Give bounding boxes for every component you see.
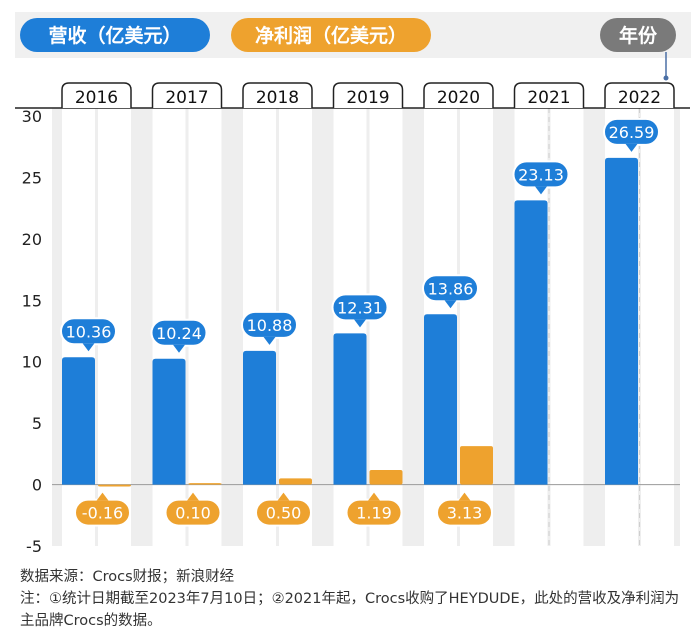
revenue-bar — [62, 357, 95, 485]
data-label: 12.31 — [337, 298, 383, 317]
y-tick-label: 0 — [32, 476, 42, 495]
value-callout: 1.19 — [345, 492, 403, 527]
year-tab — [423, 82, 494, 108]
legend-year-badge: 年份 — [600, 18, 676, 52]
data-label: 13.86 — [428, 279, 474, 298]
data-label: 0.10 — [175, 504, 211, 523]
year-tab — [332, 82, 404, 108]
x-tick-label: 2017 — [165, 88, 208, 108]
value-callout: 26.59 — [603, 117, 660, 152]
x-tick-label: 2020 — [437, 88, 480, 108]
legend-label: 年份 — [619, 24, 658, 47]
revenue-bar — [424, 314, 457, 485]
revenue-bar — [243, 350, 276, 485]
y-tick-label: 5 — [32, 414, 42, 433]
year-tab — [604, 82, 675, 108]
value-callout: -0.16 — [74, 492, 131, 527]
value-callout: 12.31 — [331, 293, 389, 328]
data-label: 3.13 — [447, 504, 483, 523]
crocs-revenue-profit-chart: 2016 2017 2018 2019 2020 2021 2022 30 25 20 15 10 5… — [15, 12, 691, 556]
y-tick-label: 25 — [22, 168, 42, 187]
legend: 营收（亿美元） 净利润（亿美元） 年份 — [15, 12, 691, 81]
y-tick-label: 15 — [22, 291, 42, 310]
legend-profit: 净利润（亿美元） — [231, 18, 431, 52]
revenue-bar — [152, 358, 186, 485]
profit-bar — [369, 469, 403, 485]
data-label: 10.24 — [156, 324, 202, 343]
data-label: 0.50 — [266, 504, 302, 523]
data-label: -0.16 — [82, 504, 123, 523]
notes: 数据来源：Crocs财报；新浪财经 注：①统计日期截至2023年7月10日；②2… — [20, 566, 690, 632]
data-label: 10.88 — [247, 316, 293, 335]
revenue-bar — [605, 157, 638, 485]
year-label-row: 2016 2017 2018 2019 2020 2021 2022 — [15, 82, 690, 109]
y-axis: 30 25 20 15 10 5 0 -5 — [22, 107, 42, 556]
value-callout: 10.36 — [60, 317, 117, 352]
revenue-bar — [333, 333, 367, 485]
value-callout: 23.13 — [512, 160, 570, 195]
data-label: 10.36 — [66, 322, 112, 341]
legend-label: 营收（亿美元） — [48, 24, 181, 47]
column-strip — [641, 108, 674, 546]
value-callout: 0.10 — [164, 492, 222, 527]
year-tab — [61, 82, 132, 108]
profit-bar — [98, 484, 131, 487]
data-label: 23.13 — [518, 165, 564, 184]
y-tick-label: 20 — [22, 230, 42, 249]
profit-bar — [279, 478, 312, 485]
footnote: 注：①统计日期截至2023年7月10日；②2021年起，Crocs收购了HEYD… — [20, 591, 680, 629]
year-tab — [513, 82, 585, 108]
value-callout: 10.88 — [241, 310, 298, 345]
profit-bar — [188, 483, 222, 485]
revenue-bar — [514, 200, 548, 485]
value-callout: 0.50 — [255, 492, 312, 527]
profit-bar — [460, 446, 493, 485]
value-callouts: 10.36 -0.16 10.24 0.10 10.88 0.50 12.31 1.19 13.… — [60, 117, 660, 527]
x-tick-label: 2016 — [75, 88, 118, 108]
year-tab — [151, 82, 223, 108]
value-callout: 13.86 — [422, 274, 479, 309]
x-tick-label: 2019 — [346, 88, 389, 108]
data-label: 1.19 — [356, 504, 392, 523]
x-tick-label: 2021 — [527, 88, 570, 108]
year-badge-connector-dot — [663, 75, 669, 81]
x-tick-label: 2018 — [256, 88, 299, 108]
value-callout: 10.24 — [150, 318, 208, 353]
y-tick-label: -5 — [26, 537, 42, 556]
y-tick-label: 10 — [22, 353, 42, 372]
legend-revenue: 营收（亿美元） — [20, 18, 210, 52]
x-tick-label: 2022 — [618, 88, 661, 108]
data-source: 数据来源：Crocs财报；新浪财经 — [20, 569, 235, 585]
bars — [62, 157, 638, 487]
data-label: 26.59 — [609, 123, 655, 142]
legend-label: 净利润（亿美元） — [255, 24, 407, 47]
year-tab — [242, 82, 313, 108]
value-callout: 3.13 — [436, 492, 493, 527]
y-tick-label: 30 — [22, 107, 42, 126]
